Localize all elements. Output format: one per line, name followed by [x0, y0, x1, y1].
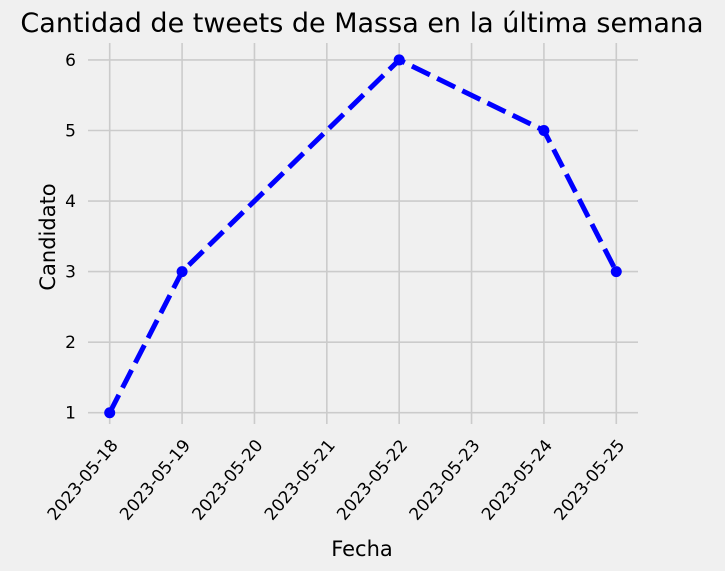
x-tick-label: 2023-05-21 [261, 436, 340, 525]
x-tick-label: 2023-05-18 [44, 436, 123, 525]
x-tick-label: 2023-05-25 [550, 436, 629, 525]
y-tick-label: 5 [65, 121, 76, 141]
y-tick-label: 6 [65, 51, 76, 71]
y-axis-label: Candidato [36, 183, 60, 290]
data-point [610, 266, 622, 278]
x-tick-label: 2023-05-22 [333, 436, 412, 525]
y-axis-ticks: 1 2 3 4 5 6 [65, 51, 76, 424]
x-axis-ticks: 2023-05-182023-05-192023-05-202023-05-21… [44, 436, 629, 525]
x-tick-label: 2023-05-19 [116, 436, 195, 525]
series-layer [104, 54, 622, 419]
series-line [107, 57, 619, 414]
x-tick-label: 2023-05-23 [406, 436, 485, 525]
data-point [104, 407, 116, 419]
x-tick-label: 2023-05-24 [478, 436, 557, 525]
y-tick-label: 2 [65, 333, 76, 353]
data-point [393, 54, 405, 66]
data-point [176, 266, 188, 278]
data-point [538, 124, 550, 136]
y-tick-label: 4 [65, 192, 76, 212]
chart-title: Cantidad de tweets de Massa en la última… [20, 8, 703, 39]
x-axis-label: Fecha [331, 537, 393, 561]
x-tick-label: 2023-05-20 [189, 436, 268, 525]
grid [88, 43, 638, 424]
y-tick-label: 3 [65, 263, 76, 283]
y-tick-label: 1 [65, 404, 76, 424]
